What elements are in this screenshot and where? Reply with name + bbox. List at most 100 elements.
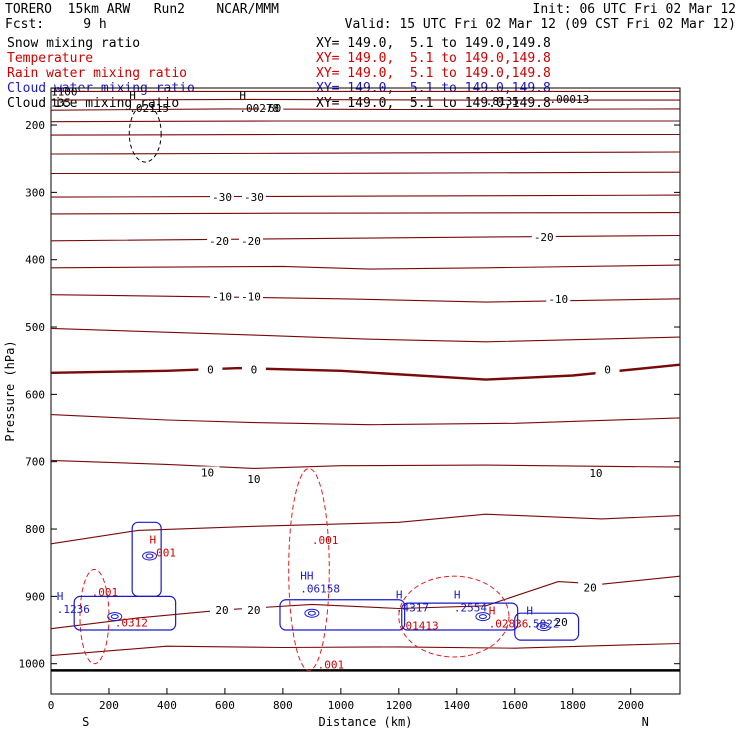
temp-label-bg-5 (531, 230, 556, 242)
max-value-7: .4317 (396, 601, 429, 614)
isotherm-line-4 (50, 133, 680, 136)
cloud-water-peak-1 (142, 551, 158, 561)
max-marker-11: H (526, 605, 533, 618)
legend-rain-label: Rain water mixing ratio (7, 66, 188, 81)
max-marker-3: H (57, 590, 64, 603)
x-tick-label-1: 200 (99, 699, 119, 712)
temp-contour-label-8: -10 (548, 293, 568, 306)
max-value-8: .01413 (399, 620, 439, 633)
max-marker-2: H (150, 533, 157, 546)
y-tick-label-6: 800 (25, 523, 45, 536)
isotherm-line-12 (50, 327, 681, 343)
temp-contour-label-3: -20 (209, 235, 229, 248)
temp-contour-label-13: 10 (247, 473, 260, 486)
legend-rain-range: XY= 149.0, 5.1 to 149.0,149.8 (316, 66, 551, 81)
cloud-water-peak-3 (475, 612, 491, 622)
isotherm-line-13 (50, 363, 681, 381)
temp-label-bg-13 (241, 473, 266, 485)
legend-cloud-ice-range: XY= 149.0, 5.1 to 149.0,149.8 (316, 96, 551, 111)
x-tick-label-5: 1000 (328, 699, 355, 712)
max-value-9: .2554 (454, 601, 487, 614)
x-end-label-south: S (82, 715, 89, 729)
isotherm-line-10 (50, 264, 681, 270)
snow-region-0 (128, 104, 162, 163)
x-tick-label-10: 2000 (617, 699, 644, 712)
temp-contour-label-1: -30 (212, 191, 232, 204)
temp-label-bg-16 (241, 603, 266, 615)
isotherm-line-16 (50, 513, 681, 545)
y-tick-label-7: 900 (25, 590, 45, 603)
y-tick-label-2: 400 (25, 254, 45, 267)
cloud-water-region-2 (279, 599, 406, 631)
cloud-water-core-1 (145, 553, 154, 559)
temp-label-bg-18 (549, 615, 574, 627)
cloud-water-core-0 (110, 614, 119, 620)
cloud-water-region-3 (401, 602, 519, 631)
temp-contour-label-17: 20 (584, 582, 597, 595)
temp-label-bg-6 (210, 290, 235, 302)
max-value-11: .5022 (526, 618, 559, 631)
temp-contour-label-14: 10 (589, 467, 602, 480)
x-tick-label-2: 400 (157, 699, 177, 712)
temp-contour-label-9: 0 (207, 363, 214, 376)
max-value-4: .0312 (115, 616, 148, 629)
legend-cloud-water-label: Cloud water mixing ratio (7, 81, 195, 96)
max-marker-6: HH (300, 570, 313, 583)
temp-label-bg-12 (195, 466, 220, 478)
y-axis-title: Pressure (hPa) (3, 340, 17, 441)
temp-contour-label-11: 0 (604, 363, 611, 376)
legend-cloud-water-range: XY= 149.0, 5.1 to 149.0,149.8 (316, 81, 551, 96)
max-value-13: .001 (318, 659, 345, 672)
max-marker-10: H (489, 605, 496, 618)
x-tick-label-9: 1800 (560, 699, 587, 712)
rain-region-2 (398, 575, 510, 658)
temp-contour-label-5: -20 (534, 231, 554, 244)
temp-label-bg-2 (241, 191, 266, 203)
legend-snow-range: XY= 149.0, 5.1 to 149.0,149.8 (316, 36, 551, 51)
cloud-water-region-0 (73, 595, 177, 631)
legend-cloud-ice-label: Cloud ice mixing ratio (7, 96, 180, 111)
temp-contour-label-0: -60 (261, 102, 281, 115)
x-tick-label-6: 1200 (386, 699, 413, 712)
max-value-12: .001 (312, 534, 339, 547)
x-tick-label-8: 1600 (502, 699, 529, 712)
max-value-2: .001 (150, 546, 177, 559)
cloud-water-peak-0 (107, 612, 123, 622)
y-tick-label-0: 200 (25, 119, 45, 132)
isotherm-line-7 (50, 194, 681, 198)
legend-temperature-label: Temperature (7, 51, 94, 66)
legend-snow-label: Snow mixing ratio (7, 36, 141, 51)
x-tick-label-4: 800 (273, 699, 293, 712)
y-tick-label-8: 1000 (19, 658, 46, 671)
rain-region-1 (288, 467, 330, 671)
temp-label-bg-1 (210, 191, 235, 203)
isotherm-line-3 (50, 120, 680, 123)
init-time: Init: 06 UTC Fri 02 Mar 12 (532, 2, 737, 17)
max-marker-7: H (396, 588, 403, 601)
isotherm-line-6 (51, 171, 681, 175)
temp-label-bg-14 (583, 467, 608, 479)
isotherm-line-17 (50, 575, 681, 630)
isotherm-line-5 (50, 151, 681, 155)
temp-label-bg-15 (210, 603, 235, 615)
max-value-1: .00278 (239, 102, 279, 115)
y-tick-label-4: 600 (25, 388, 45, 401)
temp-contour-label-15: 20 (215, 604, 228, 617)
temp-contour-label-16: 20 (247, 604, 260, 617)
temp-label-bg-9 (198, 363, 223, 375)
temp-contour-label-12: 10 (201, 466, 214, 479)
cloud-water-region-4 (514, 612, 580, 641)
max-marker-1: H (239, 89, 246, 102)
temp-label-bg-17 (578, 581, 603, 593)
temp-contour-label-7: -10 (241, 291, 261, 304)
cloud-water-core-3 (478, 614, 487, 620)
temp-label-bg-8 (546, 292, 571, 304)
temp-contour-label-4: -20 (241, 235, 261, 248)
temp-label-bg-4 (239, 234, 264, 246)
x-end-label-north: N (642, 715, 649, 729)
max-value-5: .001 (92, 586, 119, 599)
cloud-water-core-2 (307, 610, 316, 616)
temp-label-bg-10 (241, 363, 266, 375)
